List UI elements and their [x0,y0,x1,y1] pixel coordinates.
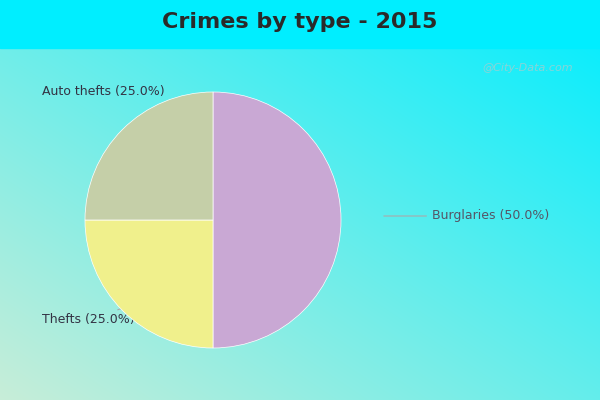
Text: Burglaries (50.0%): Burglaries (50.0%) [384,210,549,222]
Wedge shape [85,220,213,348]
Wedge shape [85,92,213,220]
Wedge shape [213,92,341,348]
Text: Auto thefts (25.0%): Auto thefts (25.0%) [42,86,195,106]
Text: @City-Data.com: @City-Data.com [482,63,574,73]
Text: Thefts (25.0%): Thefts (25.0%) [42,283,196,326]
Text: Crimes by type - 2015: Crimes by type - 2015 [163,12,437,32]
Bar [0,0,600,48]
